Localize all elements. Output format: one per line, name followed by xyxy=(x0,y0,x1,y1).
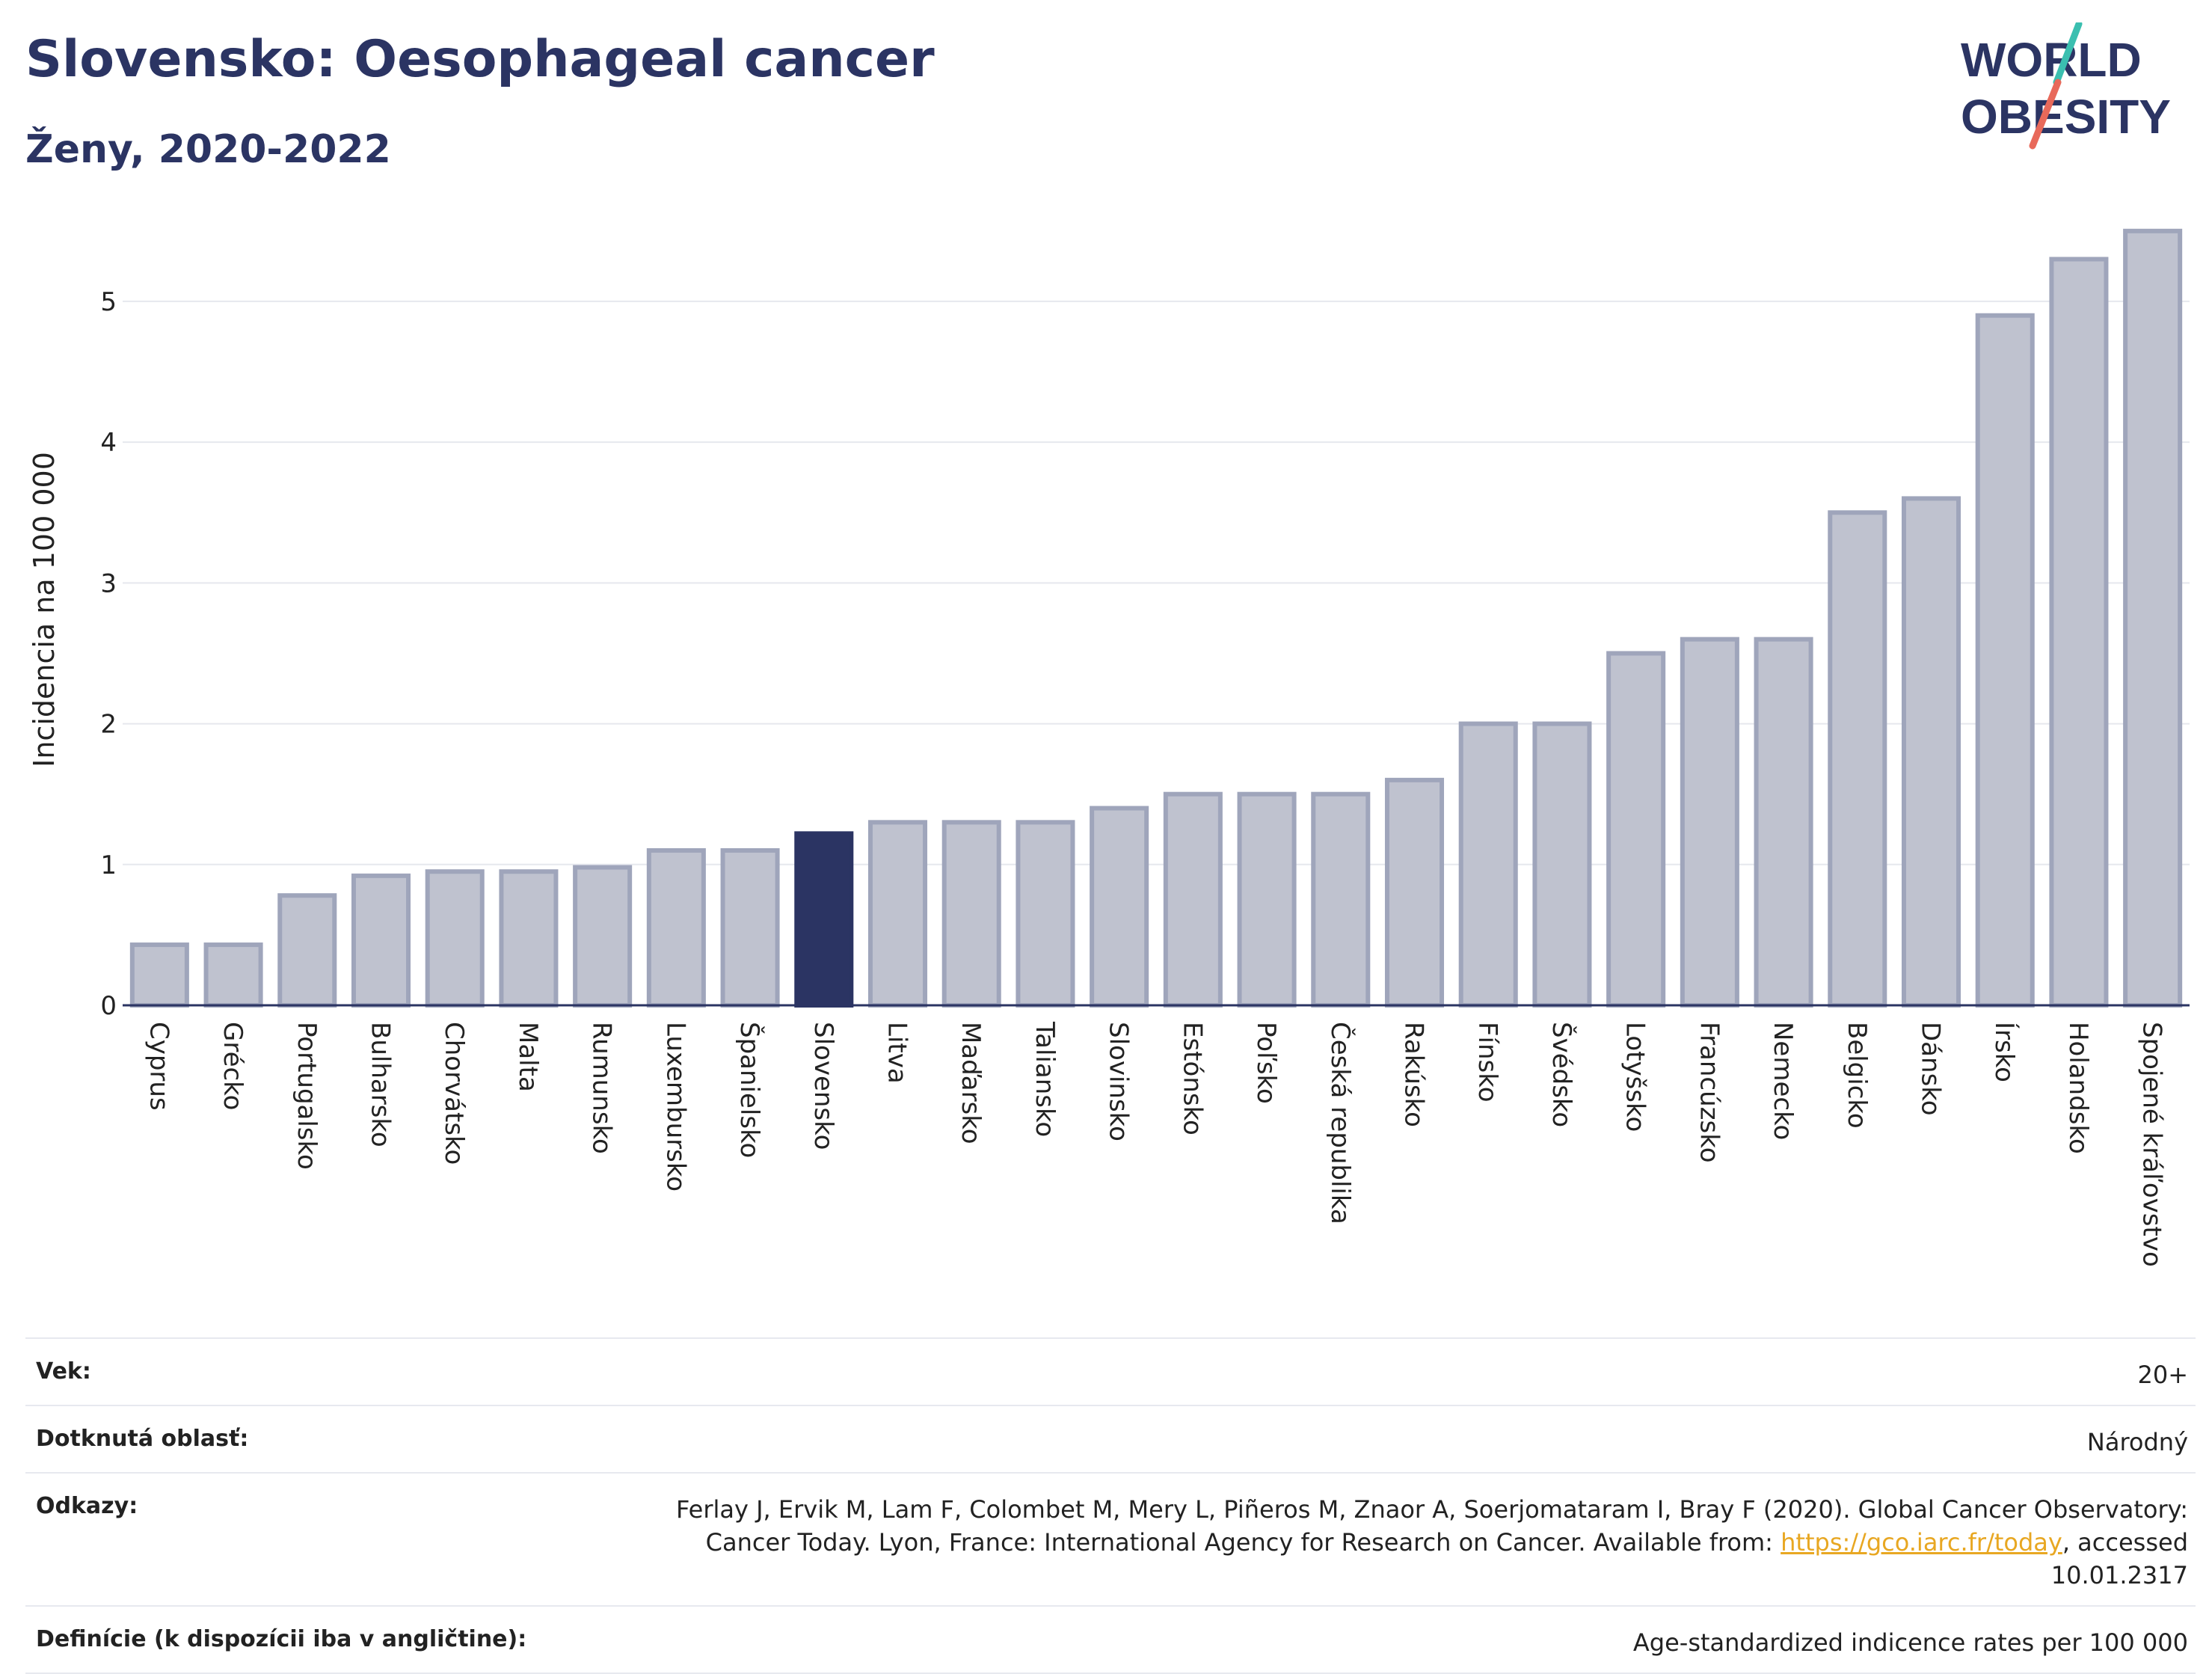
references-label: Odkazy: xyxy=(36,1493,138,1519)
bar-5 xyxy=(499,869,559,1008)
x-tick-label: Dánsko xyxy=(1916,1022,1946,1116)
bar-17 xyxy=(1384,777,1445,1008)
x-tick-label: Slovensko xyxy=(808,1022,838,1150)
x-tick-label: Chorvátsko xyxy=(439,1022,469,1165)
references-text: Ferlay J, Ervik M, Lam F, Colombet M, Me… xyxy=(676,1495,2188,1557)
bar-23 xyxy=(1828,510,1887,1008)
x-tick-label: Lotyšsko xyxy=(1620,1022,1650,1132)
references-link[interactable]: https://gco.iarc.fr/today xyxy=(1781,1528,2062,1557)
x-tick-label: Poľsko xyxy=(1251,1022,1281,1104)
x-tick-label: Španielsko xyxy=(734,1022,765,1158)
bar-15 xyxy=(1237,791,1297,1008)
x-tick-label: Taliansko xyxy=(1030,1021,1060,1137)
definitions-value: Age-standardized indicence rates per 100… xyxy=(1632,1628,2188,1657)
x-tick-label: Česká republika xyxy=(1325,1022,1356,1224)
x-tick-label: Belgicko xyxy=(1842,1022,1872,1129)
bar-1 xyxy=(203,942,263,1008)
x-tick-label: Holandsko xyxy=(2063,1022,2093,1154)
y-axis-ticks: 0 1 2 3 4 5 xyxy=(100,287,117,1021)
bar-0 xyxy=(129,942,189,1008)
footer-row-age: Vek: 20+ xyxy=(25,1337,2196,1405)
x-tick-label: Luxembursko xyxy=(660,1022,690,1192)
area-label: Dotknutá oblasť: xyxy=(36,1426,249,1452)
x-tick-label: Fínsko xyxy=(1472,1022,1502,1103)
x-tick-label: Spojené kráľovstvo xyxy=(2137,1022,2167,1267)
x-tick-label: Malta xyxy=(513,1022,543,1092)
bar-26 xyxy=(2049,257,2109,1008)
bar-22 xyxy=(1754,637,1813,1008)
logo-line2: OBESITY xyxy=(1961,90,2171,144)
x-tick-label: Cyprus xyxy=(144,1022,173,1111)
metadata-table: Vek: 20+ Dotknutá oblasť: Národný Odkazy… xyxy=(25,1337,2196,1674)
x-tick-label: Švédsko xyxy=(1546,1022,1577,1127)
chart-title: Slovensko: Oesophageal cancer xyxy=(25,30,935,89)
x-tick-label: Maďarsko xyxy=(956,1022,986,1144)
bar-4 xyxy=(425,869,485,1008)
bar-18 xyxy=(1458,721,1518,1008)
y-tick-label: 2 xyxy=(100,710,117,740)
y-tick-label: 0 xyxy=(100,991,117,1021)
bar-24 xyxy=(1901,496,1961,1008)
age-label: Vek: xyxy=(36,1358,91,1385)
y-tick-label: 5 xyxy=(100,287,117,317)
y-axis-title: Incidencia na 100 000 xyxy=(28,452,61,767)
bar-25 xyxy=(1975,313,2035,1008)
x-tick-label: Portugalsko xyxy=(292,1022,322,1170)
x-tick-label: Estónsko xyxy=(1177,1022,1207,1135)
logo-slash-teal xyxy=(2053,22,2083,86)
bar-14 xyxy=(1163,791,1223,1008)
bar-20 xyxy=(1606,651,1666,1008)
logo-slash-coral xyxy=(2029,79,2062,150)
bar-21 xyxy=(1680,637,1739,1008)
references-accessed: , accessed 10.01.2317 xyxy=(2050,1528,2188,1589)
y-tick-label: 3 xyxy=(100,568,117,598)
footer-row-references: Odkazy: Ferlay J, Ervik M, Lam F, Colomb… xyxy=(25,1472,2196,1605)
age-value: 20+ xyxy=(2137,1361,2188,1389)
x-tick-label: Rumunsko xyxy=(587,1022,617,1154)
x-tick-label: Rakúsko xyxy=(1399,1022,1429,1127)
x-tick-label: Grécko xyxy=(218,1022,248,1110)
bar-8 xyxy=(720,847,780,1008)
bar-6 xyxy=(573,865,633,1008)
x-tick-label: Francúzsko xyxy=(1694,1022,1724,1163)
bars xyxy=(129,228,2183,1008)
logo-line1: WORLD xyxy=(1961,33,2142,87)
footer-row-area: Dotknutá oblasť: Národný xyxy=(25,1405,2196,1472)
area-value: Národný xyxy=(2086,1428,2188,1456)
x-tick-label: Bulharsko xyxy=(366,1022,396,1147)
bar-19 xyxy=(1532,721,1592,1008)
x-tick-label: Litva xyxy=(882,1022,912,1084)
bar-10 xyxy=(867,820,928,1008)
x-axis-labels: Cyprus Grécko Portugalsko Bulharsko Chorváts… xyxy=(144,1021,2166,1267)
bar-9 xyxy=(794,831,854,1008)
bar-3 xyxy=(351,873,411,1008)
bar-7 xyxy=(646,847,706,1008)
x-tick-label: Slovinsko xyxy=(1104,1022,1134,1141)
chart-subtitle: Ženy, 2020-2022 xyxy=(25,127,391,172)
footer-row-definitions: Definície (k dispozícii iba v angličtine… xyxy=(25,1605,2196,1674)
x-tick-label: Írsko xyxy=(1989,1022,2020,1082)
references-value: Ferlay J, Ervik M, Lam F, Colombet M, Me… xyxy=(618,1493,2188,1592)
bar-13 xyxy=(1090,806,1149,1008)
bar-2 xyxy=(277,893,337,1008)
bar-27 xyxy=(2123,228,2183,1008)
bar-16 xyxy=(1311,791,1371,1008)
y-tick-label: 1 xyxy=(100,850,117,880)
bar-11 xyxy=(941,820,1001,1008)
bar-12 xyxy=(1016,820,1075,1008)
world-obesity-logo: WORLD OBESITY xyxy=(1961,22,2171,150)
y-tick-label: 4 xyxy=(100,428,117,458)
definitions-label: Definície (k dispozícii iba v angličtine… xyxy=(36,1626,527,1652)
x-tick-label: Nemecko xyxy=(1768,1022,1798,1140)
